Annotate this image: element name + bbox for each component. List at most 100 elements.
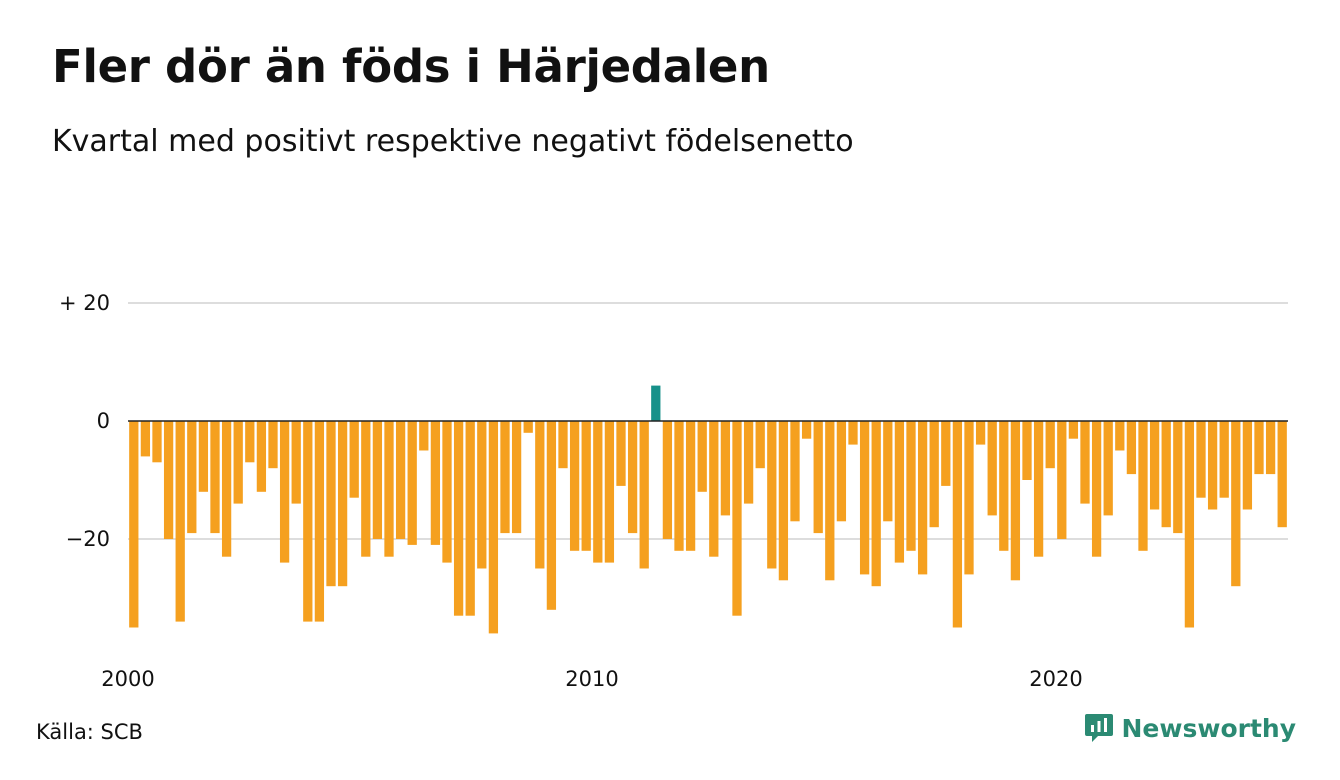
bar: [361, 421, 371, 557]
bar: [732, 421, 742, 616]
bar: [755, 421, 765, 469]
bar: [581, 421, 591, 551]
bar: [453, 421, 464, 616]
bar: [1126, 421, 1137, 475]
chart-title: Fler dör än föds i Härjedalen: [52, 40, 770, 93]
bar: [245, 421, 255, 463]
bar: [1242, 421, 1253, 510]
bar: [221, 421, 232, 557]
bar: [1277, 421, 1287, 528]
bar: [1149, 421, 1160, 510]
x-tick-labels: 2000 2010 2020: [101, 667, 1082, 691]
bar: [1207, 421, 1218, 510]
bar: [685, 421, 696, 551]
x-tick-label: 2010: [565, 667, 618, 691]
bar: [1068, 421, 1079, 439]
newsworthy-logo-icon: [1084, 714, 1113, 742]
bar: [894, 421, 905, 563]
bar: [593, 421, 603, 563]
bar: [291, 421, 301, 504]
bar: [1219, 421, 1229, 498]
bar: [442, 421, 452, 563]
bar: [1173, 421, 1183, 534]
bar: [129, 421, 139, 628]
bar: [465, 421, 475, 616]
brand-logo: Newsworthy: [1084, 712, 1296, 744]
y-tick-label: + 20: [59, 291, 110, 315]
x-tick-label: 2000: [101, 667, 154, 691]
bar: [1103, 421, 1113, 516]
y-tick-label: −20: [66, 527, 110, 551]
bar: [836, 421, 847, 522]
bar: [917, 421, 928, 575]
bar: [1022, 421, 1032, 480]
bar: [1138, 421, 1148, 551]
bar: [303, 421, 313, 622]
bar: [477, 421, 487, 569]
bar: [639, 421, 649, 569]
bar: [488, 421, 499, 634]
bar: [337, 421, 348, 587]
bar: [720, 421, 731, 516]
bar: [511, 421, 522, 534]
bar: [743, 421, 754, 504]
bar: [801, 421, 812, 439]
bar: [314, 421, 325, 622]
bar: [326, 421, 336, 587]
bar: [697, 421, 707, 492]
bar: [279, 421, 290, 563]
bar: [1091, 421, 1102, 557]
bar: [1033, 421, 1044, 557]
bar: [384, 421, 394, 557]
y-tick-label: 0: [97, 409, 110, 433]
bar: [662, 421, 673, 539]
bar: [419, 421, 429, 451]
bar: [349, 421, 359, 498]
bar: [767, 421, 777, 569]
y-tick-labels: + 20 0 −20: [59, 291, 110, 551]
bar: [1184, 421, 1195, 628]
bar: [407, 421, 417, 545]
chart-subtitle: Kvartal med positivt respektive negativt…: [52, 124, 854, 159]
bar: [1161, 421, 1171, 528]
bar: [883, 421, 893, 522]
bar: [674, 421, 684, 551]
bar: [569, 421, 580, 551]
bar: [268, 421, 278, 469]
bar: [546, 421, 557, 610]
bar: [558, 421, 568, 469]
bar: [187, 421, 197, 534]
bar: [1045, 421, 1055, 469]
bar: [1254, 421, 1264, 475]
bar: [140, 421, 151, 457]
bar: [871, 421, 881, 587]
bar: [1196, 421, 1206, 498]
bar: [256, 421, 267, 492]
bar: [1265, 421, 1276, 475]
bar: [1231, 421, 1241, 587]
bars: [129, 385, 1287, 634]
bar: [975, 421, 986, 445]
bar: [651, 385, 661, 421]
x-tick-label: 2020: [1029, 667, 1082, 691]
bar: [964, 421, 974, 575]
bar: [825, 421, 835, 581]
bar: [604, 421, 615, 563]
bar: [999, 421, 1009, 551]
bar: [616, 421, 626, 486]
bar: [790, 421, 800, 522]
source-note: Källa: SCB: [36, 720, 143, 744]
bar: [987, 421, 997, 516]
bar: [198, 421, 209, 492]
bar: [906, 421, 916, 551]
bar: [859, 421, 870, 575]
bar: [175, 421, 185, 622]
bar: [1057, 421, 1067, 539]
bar: [535, 421, 545, 569]
bar: [152, 421, 162, 463]
bar: [372, 421, 383, 539]
bar: [233, 421, 243, 504]
bar: [1080, 421, 1090, 504]
bar: [163, 421, 174, 539]
bar: [778, 421, 789, 581]
